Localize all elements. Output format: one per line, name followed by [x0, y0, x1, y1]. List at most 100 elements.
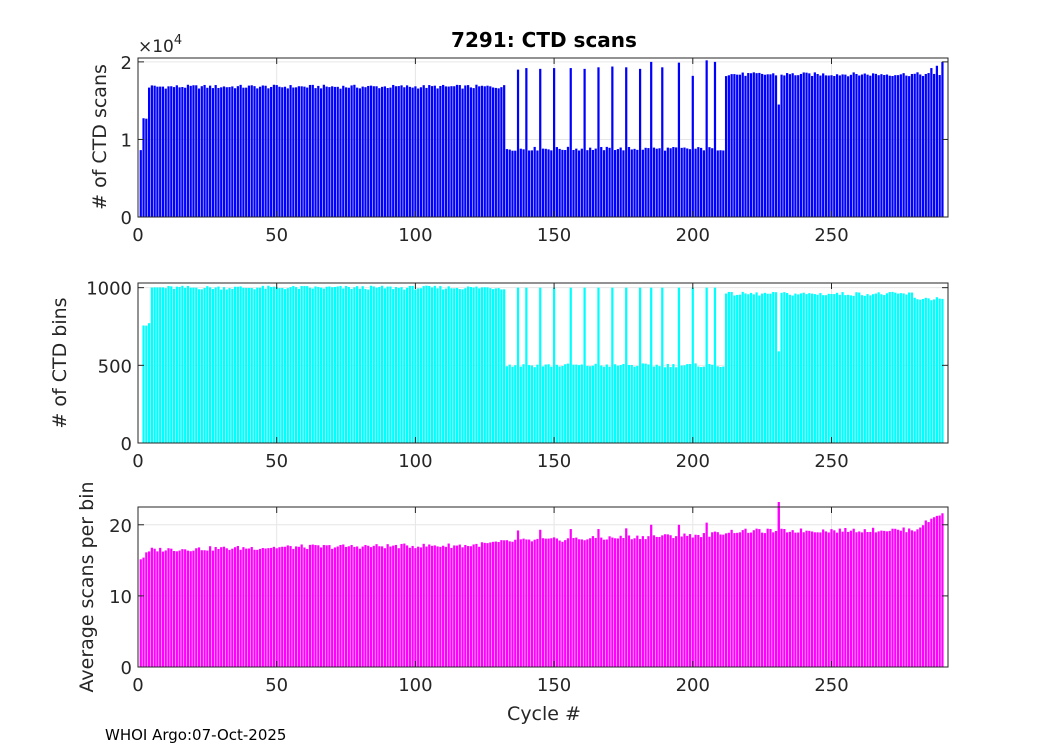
bar [838, 528, 841, 667]
bar [405, 287, 409, 443]
bar [877, 531, 880, 667]
bar [866, 532, 869, 667]
bar [772, 292, 775, 443]
bar [841, 74, 844, 217]
bar [924, 297, 927, 443]
bar [680, 536, 683, 667]
bar [536, 538, 539, 667]
bar [192, 550, 195, 667]
bar [367, 545, 370, 667]
bar [799, 73, 803, 217]
bar [286, 545, 289, 667]
bar [364, 288, 367, 443]
bar [808, 293, 811, 443]
bar [777, 351, 780, 443]
bar [566, 538, 570, 667]
bar [247, 548, 251, 667]
bar [469, 287, 472, 443]
bar [344, 546, 348, 667]
bar [838, 294, 841, 443]
bar [256, 549, 259, 667]
bar [933, 299, 936, 443]
bar [347, 87, 350, 217]
bar [203, 84, 206, 217]
bar [849, 295, 853, 443]
bar [303, 286, 306, 443]
bar [663, 150, 667, 217]
bar [394, 544, 398, 667]
bar [905, 532, 908, 667]
bar [261, 285, 264, 443]
y-exponent-base: ×10 [138, 37, 174, 57]
bar [536, 150, 539, 217]
bar [214, 85, 217, 217]
bar [500, 540, 503, 667]
bar [186, 84, 190, 217]
bar [788, 294, 791, 443]
bar [819, 532, 822, 667]
bar [236, 545, 239, 667]
bar [430, 287, 434, 443]
bar [225, 289, 228, 443]
bar [813, 294, 816, 443]
bar [239, 549, 242, 667]
bar [569, 529, 572, 667]
plot-area: 0 50 100 150 200 250 0 500 1000 [86, 279, 949, 472]
bar [250, 85, 253, 217]
bar [147, 551, 151, 667]
bar [608, 147, 611, 217]
bar [905, 294, 908, 443]
bar [353, 84, 356, 217]
x-tick-label: 0 [132, 451, 143, 472]
bar [702, 150, 705, 217]
bar [589, 366, 592, 443]
bar [245, 287, 248, 443]
bar [702, 533, 705, 667]
bar [511, 541, 514, 667]
bar [258, 287, 262, 443]
bar [231, 86, 234, 217]
bar [367, 289, 370, 443]
bar [602, 366, 606, 443]
bar [733, 74, 736, 217]
bar [650, 524, 653, 667]
bar [786, 73, 789, 217]
bar [239, 286, 242, 443]
bar [386, 286, 389, 443]
bar [930, 68, 933, 217]
bar [159, 547, 162, 667]
bar [683, 533, 686, 667]
bar [314, 286, 317, 443]
bar [145, 325, 148, 443]
bar [539, 68, 542, 217]
bar [808, 73, 811, 217]
bar [317, 286, 320, 443]
bar [749, 73, 753, 217]
bar [738, 294, 742, 443]
bar [283, 86, 287, 217]
bar [408, 285, 411, 443]
bar [170, 286, 173, 443]
bar [161, 287, 165, 443]
bar [475, 84, 478, 217]
bar [761, 532, 764, 667]
bar [378, 546, 381, 667]
bar [558, 366, 561, 443]
bar [250, 547, 253, 667]
bar [766, 293, 769, 443]
bar [813, 532, 816, 667]
bar [325, 545, 328, 667]
panel-ctd-scans: 7291: CTD scans ×104 # of CTD scans 0 50 1… [89, 28, 949, 246]
bar [322, 545, 325, 667]
bar [278, 288, 281, 443]
x-tick-label: 200 [676, 225, 710, 246]
bar [680, 147, 683, 217]
bar [752, 72, 755, 217]
bar [450, 288, 453, 443]
bar [278, 547, 281, 667]
bar [683, 147, 686, 217]
bar [150, 547, 153, 667]
bar [938, 75, 941, 217]
bar [830, 529, 833, 667]
bar [919, 527, 922, 667]
